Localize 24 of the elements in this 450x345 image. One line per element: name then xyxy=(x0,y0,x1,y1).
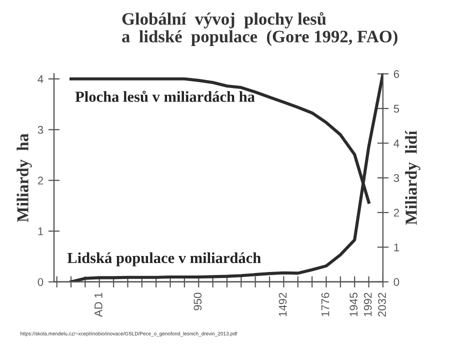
y2-tick-label: 3 xyxy=(394,174,400,182)
series-label: Plocha lesů v miliardách ha xyxy=(75,90,255,102)
x-tick-label: 1492 xyxy=(278,292,287,316)
y-tick-label: 4 xyxy=(38,75,44,83)
y-tick-label: 1 xyxy=(38,228,44,236)
chart-title: Globální vývoj plochy lesů a lidské populace (Gore 1992, FAO) xyxy=(122,12,398,46)
x-tick-label: 950 xyxy=(194,292,202,310)
y2-tick-label: 0 xyxy=(394,278,400,286)
y-tick-label: 2 xyxy=(38,176,44,184)
y2-tick-label: 1 xyxy=(394,244,400,252)
y2-tick-label: 5 xyxy=(394,104,400,113)
y2-tick-label: 4 xyxy=(394,140,400,148)
y-tick-label: 0 xyxy=(38,278,44,286)
x-tick-label: 1945 xyxy=(350,292,358,316)
y2-tick-label: 2 xyxy=(394,208,399,217)
x-tick-label: 2032 xyxy=(378,292,386,316)
y-tick-label: 3 xyxy=(38,126,44,134)
x-tick-label: 1992 xyxy=(364,292,372,316)
y2-axis-title: Miliardy lidí xyxy=(405,130,420,225)
series-label: Lidská populace v miliardách xyxy=(67,252,261,266)
y2-tick-label: 6 xyxy=(394,70,400,78)
y-axis-title: Miliardy ha xyxy=(16,134,32,222)
x-tick-label: AD 1 xyxy=(94,292,102,317)
x-tick-label: 1776 xyxy=(321,292,330,316)
